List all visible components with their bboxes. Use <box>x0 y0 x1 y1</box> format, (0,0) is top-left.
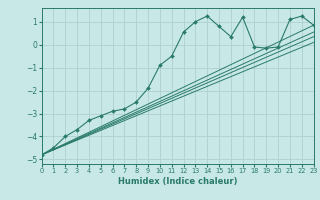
X-axis label: Humidex (Indice chaleur): Humidex (Indice chaleur) <box>118 177 237 186</box>
